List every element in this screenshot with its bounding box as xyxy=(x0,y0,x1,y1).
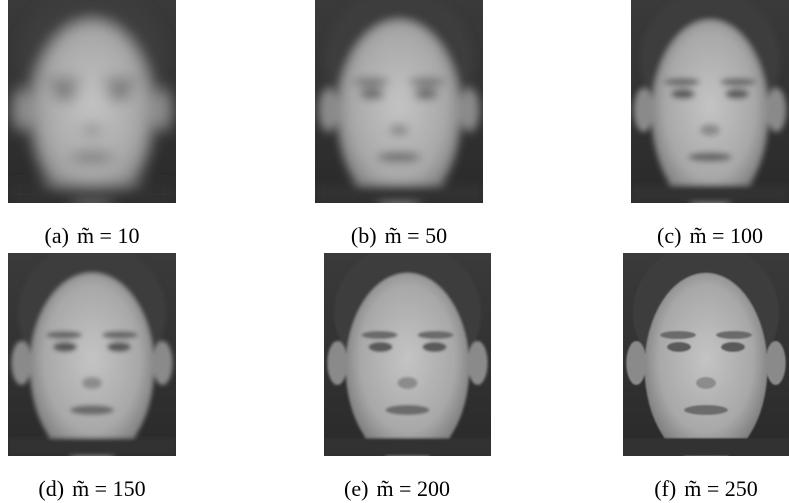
mouth xyxy=(684,405,728,415)
nose xyxy=(696,377,716,389)
brow xyxy=(720,78,756,86)
brow xyxy=(46,331,82,339)
eye xyxy=(369,342,393,352)
neck-shadow xyxy=(623,438,789,456)
eye xyxy=(360,89,384,99)
brow xyxy=(46,78,82,86)
caption: (e) m̃ = 200 xyxy=(344,476,450,501)
brow xyxy=(409,78,445,86)
face-image xyxy=(8,243,176,463)
mouth xyxy=(377,152,421,162)
caption-label: (c) xyxy=(657,223,681,248)
face-skin xyxy=(337,20,461,210)
eye xyxy=(423,342,447,352)
eye xyxy=(725,89,749,99)
neck-shadow xyxy=(8,438,176,456)
caption-expression: m̃ = 200 xyxy=(376,476,450,501)
caption-label: (e) xyxy=(344,476,368,501)
caption-label: (d) xyxy=(38,476,64,501)
figure: (a) m̃ = 10 (b) m̃ = 50 (c) m̃ = 100 (d) m̃ = 1… xyxy=(0,0,789,503)
nose xyxy=(700,124,720,136)
eye xyxy=(107,342,131,352)
nose xyxy=(398,377,418,389)
mouth xyxy=(70,405,114,415)
eye xyxy=(53,89,77,99)
face-image xyxy=(324,243,491,463)
caption-label: (b) xyxy=(351,223,377,248)
ear xyxy=(153,88,173,132)
face-skin xyxy=(30,273,154,463)
ear xyxy=(153,341,173,385)
neck-shadow xyxy=(324,438,491,456)
caption: (c) m̃ = 100 xyxy=(657,223,763,248)
brow xyxy=(353,78,389,86)
caption: (a) m̃ = 10 xyxy=(45,223,140,248)
caption-expression: m̃ = 150 xyxy=(72,476,146,501)
caption-label: (f) xyxy=(654,476,676,501)
brow xyxy=(102,78,138,86)
mouth xyxy=(688,152,732,162)
face-image xyxy=(8,0,176,210)
caption-expression: m̃ = 250 xyxy=(684,476,758,501)
face-skin xyxy=(346,273,470,463)
ear xyxy=(11,341,31,385)
caption-expression: m̃ = 100 xyxy=(689,223,763,248)
face-image xyxy=(631,0,789,210)
ear xyxy=(318,88,338,132)
neck-shadow xyxy=(8,185,176,203)
brow xyxy=(660,331,696,339)
eye xyxy=(667,342,691,352)
nose xyxy=(82,377,102,389)
face-image xyxy=(315,0,483,210)
eye xyxy=(721,342,745,352)
caption-expression: m̃ = 10 xyxy=(77,223,140,248)
eye xyxy=(53,342,77,352)
mouth xyxy=(386,405,430,415)
neck-shadow xyxy=(315,185,483,203)
ear xyxy=(460,88,480,132)
mouth xyxy=(70,152,114,162)
eye xyxy=(671,89,695,99)
eye xyxy=(107,89,131,99)
brow xyxy=(362,331,398,339)
brow xyxy=(418,331,454,339)
caption-expression: m̃ = 50 xyxy=(385,223,448,248)
face-skin xyxy=(652,20,769,210)
ear xyxy=(626,341,646,385)
nose xyxy=(82,124,102,136)
brow xyxy=(102,331,138,339)
ear xyxy=(468,341,488,385)
ear xyxy=(766,88,786,132)
ear xyxy=(11,88,31,132)
neck-shadow xyxy=(631,185,789,203)
ear xyxy=(327,341,347,385)
face-skin xyxy=(30,20,154,210)
ear xyxy=(634,88,654,132)
ear xyxy=(766,341,786,385)
nose xyxy=(389,124,409,136)
caption: (f) m̃ = 250 xyxy=(654,476,758,501)
brow xyxy=(664,78,700,86)
caption: (b) m̃ = 50 xyxy=(351,223,447,248)
caption: (d) m̃ = 150 xyxy=(38,476,145,501)
caption-label: (a) xyxy=(45,223,69,248)
face-skin xyxy=(645,273,768,463)
eye xyxy=(414,89,438,99)
face-image xyxy=(623,243,789,463)
brow xyxy=(716,331,752,339)
